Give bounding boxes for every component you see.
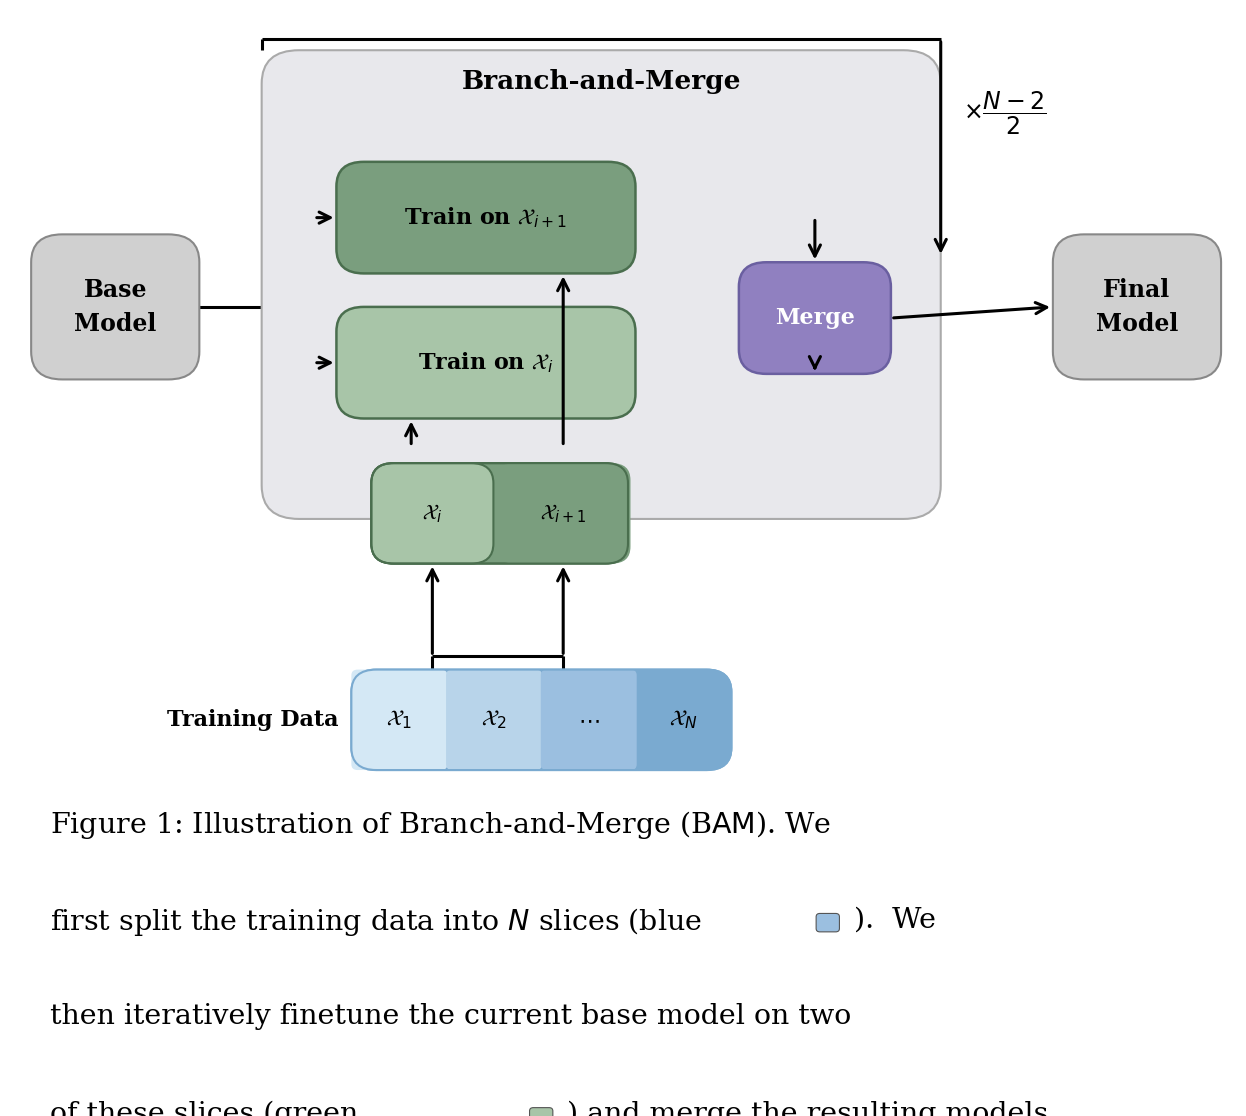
FancyBboxPatch shape: [446, 670, 542, 770]
Text: $\mathcal{X}_N$: $\mathcal{X}_N$: [669, 709, 698, 731]
Text: $\mathcal{X}_{i+1}$: $\mathcal{X}_{i+1}$: [540, 502, 587, 525]
Text: Branch-and-Merge: Branch-and-Merge: [461, 69, 741, 94]
FancyBboxPatch shape: [336, 307, 635, 418]
FancyBboxPatch shape: [31, 234, 199, 379]
Text: $\mathcal{X}_2$: $\mathcal{X}_2$: [481, 709, 507, 731]
FancyBboxPatch shape: [816, 913, 840, 932]
Text: Base
Model: Base Model: [74, 278, 157, 336]
FancyBboxPatch shape: [530, 1107, 553, 1116]
FancyBboxPatch shape: [351, 670, 731, 770]
Text: ) and merge the resulting models: ) and merge the resulting models: [567, 1100, 1048, 1116]
FancyBboxPatch shape: [262, 50, 941, 519]
FancyBboxPatch shape: [739, 262, 891, 374]
FancyBboxPatch shape: [351, 670, 447, 770]
FancyBboxPatch shape: [496, 463, 630, 564]
Text: Train on $\mathcal{X}_i$: Train on $\mathcal{X}_i$: [419, 350, 553, 375]
Text: $\mathcal{X}_i$: $\mathcal{X}_i$: [422, 502, 442, 525]
Text: $\mathcal{X}_1$: $\mathcal{X}_1$: [386, 709, 412, 731]
FancyBboxPatch shape: [371, 463, 493, 564]
Text: Training Data: Training Data: [167, 709, 339, 731]
Text: first split the training data into $N$ slices (blue: first split the training data into $N$ s…: [50, 906, 701, 939]
Text: Figure 1: Illustration of Branch-and-Merge (B$\mathrm{AM}$). We: Figure 1: Illustration of Branch-and-Mer…: [50, 809, 831, 841]
Text: Merge: Merge: [775, 307, 855, 329]
FancyBboxPatch shape: [541, 670, 637, 770]
Text: ).  We: ). We: [854, 906, 936, 933]
Text: of these slices (green: of these slices (green: [50, 1100, 358, 1116]
FancyBboxPatch shape: [1053, 234, 1221, 379]
FancyBboxPatch shape: [336, 162, 635, 273]
Text: Final
Model: Final Model: [1095, 278, 1179, 336]
Text: then iteratively finetune the current base model on two: then iteratively finetune the current ba…: [50, 1003, 851, 1030]
Text: $\cdots$: $\cdots$: [578, 709, 599, 731]
FancyBboxPatch shape: [371, 463, 628, 564]
Text: $\times \dfrac{N-2}{2}$: $\times \dfrac{N-2}{2}$: [963, 89, 1047, 136]
Text: Train on $\mathcal{X}_{i+1}$: Train on $\mathcal{X}_{i+1}$: [404, 205, 568, 230]
